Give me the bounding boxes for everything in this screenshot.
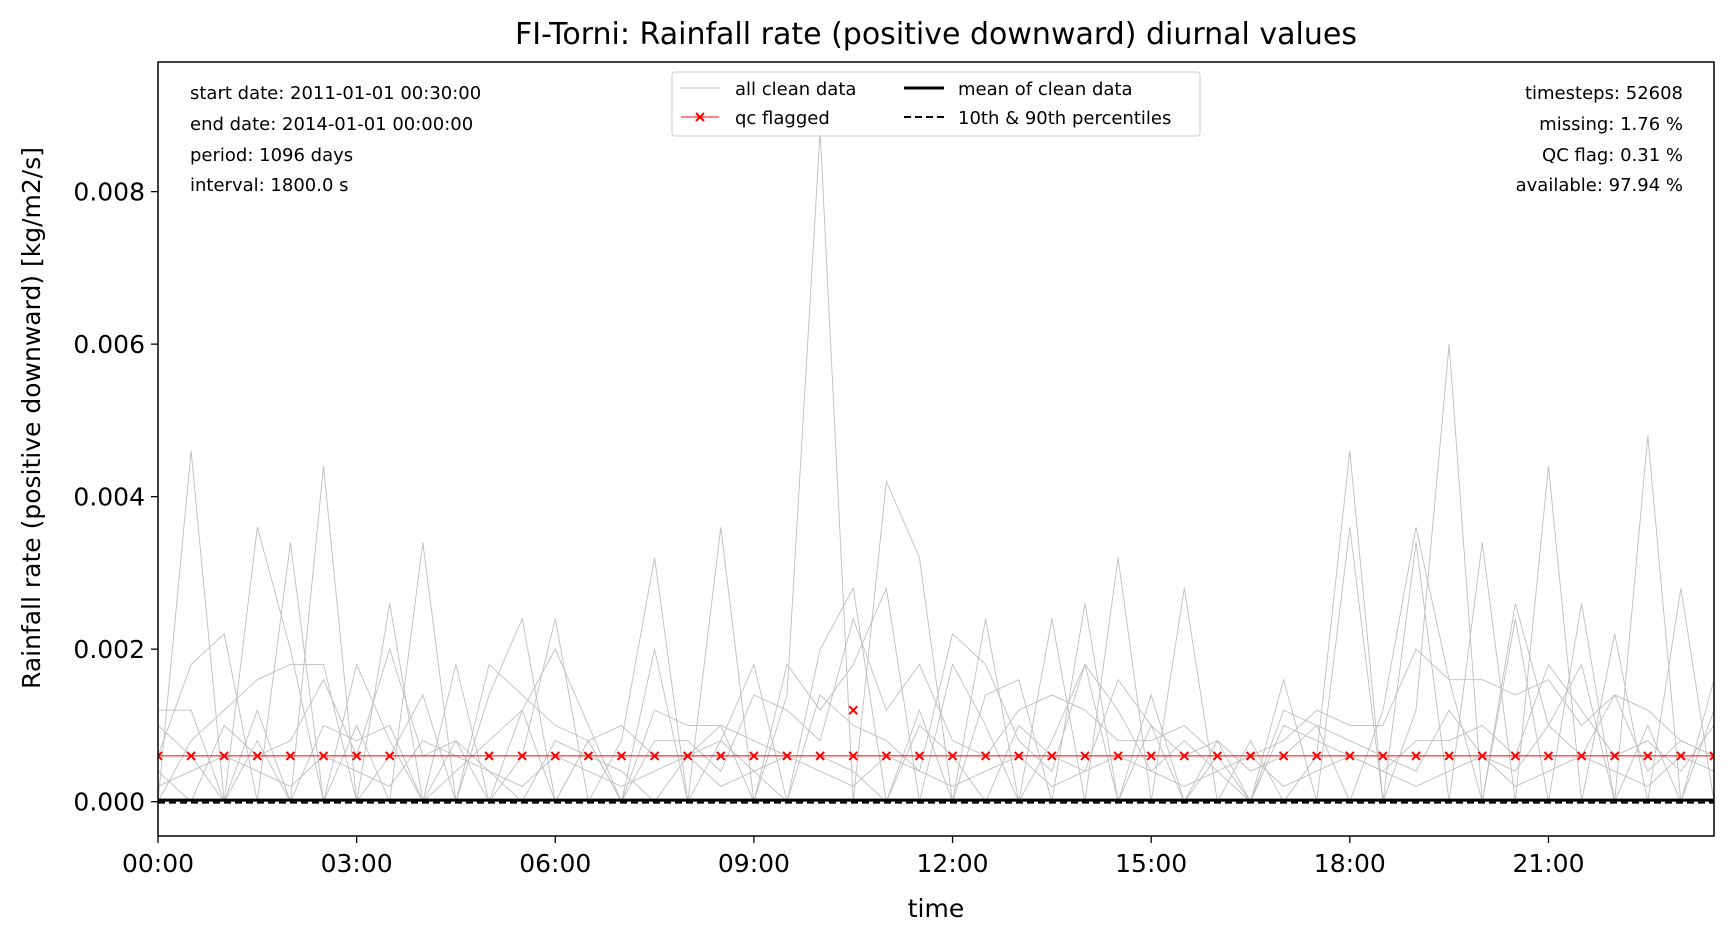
qc-flagged-marker [616, 751, 627, 761]
qc-flagged-marker [1080, 751, 1090, 761]
qc-flagged-marker [583, 751, 594, 761]
clean-data-line-3 [158, 527, 1714, 804]
x-tick-label: 15:00 [1115, 849, 1187, 878]
qc-flagged-marker [1510, 751, 1521, 761]
legend-clean-label: all clean data [735, 79, 856, 100]
info-end-date: end date: 2014-01-01 00:00:00 [190, 114, 473, 135]
info-left: start date: 2011-01-01 00:30:00 end date… [190, 83, 481, 196]
y-axis-label: Rainfall rate (positive downward) [kg/m2… [17, 147, 46, 689]
qc-flagged-marker [1146, 751, 1156, 761]
qc-flagged-marker [1345, 751, 1355, 761]
qc-flagged-marker [1676, 751, 1686, 761]
statistics-lines [158, 798, 1714, 804]
qc-flagged-marker [947, 751, 958, 761]
qc-flagged-marker [1609, 751, 1620, 761]
clean-data-line-7 [158, 740, 1714, 787]
clean-data-lines [158, 130, 1714, 804]
qc-flagged-marker [815, 751, 825, 761]
y-axis-ticks: 0.000 0.002 0.004 0.006 0.008 [73, 178, 158, 817]
legend-box [671, 71, 1201, 137]
x-axis-ticks: 00:00 03:00 06:00 09:00 12:00 15:00 18:00 21:00 [122, 836, 1584, 878]
qc-flagged-marker [1014, 751, 1024, 761]
qc-flagged-marker [550, 751, 560, 761]
qc-flagged-marker [186, 751, 196, 761]
qc-flagged-marker [914, 751, 925, 761]
qc-flagged-marker [1047, 751, 1057, 761]
qc-flagged-marker [1113, 751, 1123, 761]
qc-flagged-marker [848, 705, 858, 715]
qc-flagged-marker [1278, 751, 1289, 761]
qc-flagged-marker [318, 751, 329, 761]
clean-data-line-2 [158, 466, 1714, 804]
qc-flagged-marker [1709, 751, 1714, 761]
info-period: period: 1096 days [190, 145, 353, 166]
qc-flagged-marker [1212, 751, 1223, 761]
qc-flagged-marker [716, 751, 726, 761]
qc-flagged-marker [158, 751, 163, 761]
qc-flagged-series [158, 705, 1714, 761]
x-tick-label: 00:00 [122, 849, 194, 878]
legend-qc-label: qc flagged [735, 108, 830, 129]
x-axis-label: time [908, 894, 964, 923]
legend: all clean data mean of clean data qc fla… [671, 71, 1201, 137]
qc-flagged-marker [1378, 751, 1388, 761]
info-available: available: 97.94 % [1516, 175, 1683, 196]
y-tick-label: 0.002 [73, 635, 145, 664]
qc-flagged-marker [682, 751, 693, 761]
clean-data-line-5 [158, 633, 1714, 803]
legend-percentile-label: 10th & 90th percentiles [958, 108, 1171, 129]
qc-flagged-marker [1179, 751, 1190, 761]
qc-flagged-marker [980, 751, 991, 761]
qc-flagged-marker [649, 751, 660, 761]
x-tick-label: 03:00 [321, 849, 393, 878]
qc-flagged-marker [517, 751, 527, 761]
y-tick-label: 0.008 [73, 178, 145, 207]
legend-qc-marker [695, 112, 705, 122]
plot-frame [157, 61, 1715, 837]
qc-flagged-marker [484, 751, 494, 761]
qc-flagged-marker [385, 751, 395, 761]
qc-flagged-marker [351, 751, 362, 761]
qc-flagged-marker [219, 751, 229, 761]
x-tick-label: 21:00 [1512, 849, 1584, 878]
clean-data-line-6 [158, 678, 1714, 803]
x-tick-label: 06:00 [519, 849, 591, 878]
qc-flagged-marker [1643, 751, 1653, 761]
x-tick-label: 12:00 [917, 849, 989, 878]
x-tick-label: 09:00 [718, 849, 790, 878]
info-start-date: start date: 2011-01-01 00:30:00 [190, 83, 481, 104]
info-qc-flag: QC flag: 0.31 % [1542, 145, 1683, 166]
info-missing: missing: 1.76 % [1539, 114, 1683, 135]
y-tick-label: 0.006 [73, 330, 145, 359]
qc-flagged-marker [782, 751, 792, 761]
qc-flagged-marker [848, 751, 858, 761]
y-tick-label: 0.004 [73, 483, 145, 512]
info-timesteps: timesteps: 52608 [1525, 83, 1683, 104]
legend-mean-label: mean of clean data [958, 79, 1133, 100]
qc-flagged-marker [1477, 751, 1487, 761]
qc-flagged-marker [749, 751, 759, 761]
qc-flagged-marker [1444, 751, 1454, 761]
qc-flagged-marker [1411, 751, 1421, 761]
x-tick-label: 18:00 [1314, 849, 1386, 878]
y-tick-label: 0.000 [73, 788, 145, 817]
qc-flagged-marker [881, 751, 892, 761]
qc-flagged-marker [1312, 751, 1322, 761]
info-right: timesteps: 52608 missing: 1.76 % QC flag… [1516, 83, 1683, 196]
qc-flagged-marker [1245, 751, 1256, 761]
qc-flagged-marker [1576, 751, 1587, 761]
qc-flagged-marker [252, 751, 263, 761]
qc-flagged-marker [1543, 751, 1554, 761]
qc-flagged-marker [285, 751, 296, 761]
clean-data-line-1 [158, 130, 1714, 804]
info-interval: interval: 1800.0 s [190, 175, 349, 196]
chart-title: FI-Torni: Rainfall rate (positive downwa… [515, 17, 1357, 52]
